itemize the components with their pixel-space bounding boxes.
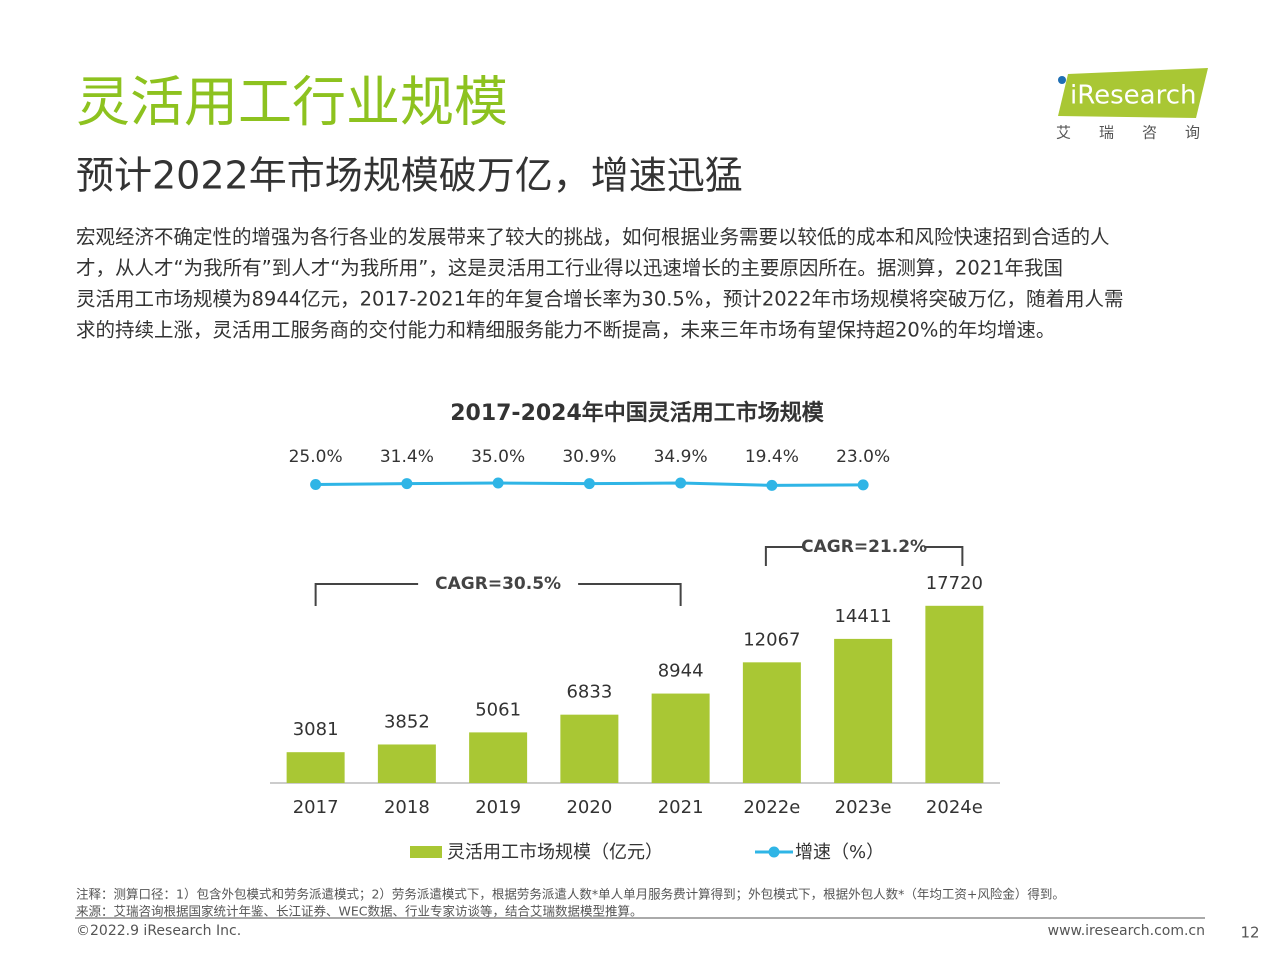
- growth-label: 19.4%: [745, 447, 799, 467]
- logo-badge: [1058, 68, 1208, 118]
- x-tick-label: 2024e: [926, 797, 983, 818]
- copyright: ©2022.9 iResearch Inc.: [76, 923, 241, 939]
- legend-swatch: [768, 846, 780, 858]
- note-line: 来源：艾瑞咨询根据国家统计年鉴、长江证券、WEC数据、行业专家访谈等，结合艾瑞数…: [76, 904, 643, 919]
- x-tick-label: 2018: [384, 797, 430, 818]
- bar: [560, 714, 619, 783]
- chart-title: 2017-2024年中国灵活用工市场规模: [450, 400, 825, 426]
- bar: [834, 638, 893, 783]
- note-line: 注释：测算口径：1）包含外包模式和劳务派遣模式；2）劳务派遣模式下，根据劳务派遣…: [76, 887, 1065, 902]
- bar-label: 14411: [834, 606, 891, 627]
- cagr-label: CAGR=30.5%: [435, 574, 561, 594]
- growth-point: [675, 477, 687, 489]
- slide-subtitle: 预计2022年市场规模破万亿，增速迅猛: [76, 154, 743, 198]
- cagr-bracket: [764, 546, 964, 566]
- growth-point: [583, 478, 595, 490]
- growth-label: 25.0%: [289, 447, 343, 467]
- x-tick-label: 2021: [658, 797, 704, 818]
- body-line: 宏观经济不确定性的增强为各行各业的发展带来了较大的挑战，如何根据业务需要以较低的…: [76, 226, 1110, 249]
- legend-label: 增速（%）: [795, 842, 884, 863]
- body-line: 才，从人才“为我所有”到人才“为我所用”，这是灵活用工行业得以迅速增长的主要原因…: [76, 257, 1063, 280]
- growth-label: 30.9%: [562, 447, 616, 467]
- x-tick-label: 2023e: [835, 797, 892, 818]
- bar: [286, 752, 345, 783]
- bar-label: 6833: [566, 682, 612, 703]
- bar-label: 12067: [743, 629, 800, 650]
- x-tick-label: 2019: [475, 797, 521, 818]
- growth-label: 34.9%: [654, 447, 708, 467]
- x-tick-label: 2020: [566, 797, 612, 818]
- growth-point: [492, 477, 504, 489]
- growth-point: [766, 479, 778, 491]
- bar: [651, 693, 710, 783]
- bar: [377, 744, 436, 783]
- bar-label: 3852: [384, 711, 430, 732]
- bar: [742, 662, 801, 783]
- growth-point: [310, 479, 322, 491]
- page-number: 12: [1240, 924, 1259, 942]
- body-line: 灵活用工市场规模为8944亿元，2017-2021年的年复合增长率为30.5%，…: [76, 288, 1124, 311]
- cagr-bracket: [314, 583, 682, 606]
- slide-title: 灵活用工行业规模: [76, 71, 508, 134]
- growth-label: 23.0%: [836, 447, 890, 467]
- growth-label: 31.4%: [380, 447, 434, 467]
- bar-label: 3081: [293, 719, 339, 740]
- cagr-label: CAGR=21.2%: [801, 537, 927, 557]
- x-tick-label: 2022e: [743, 797, 800, 818]
- logo-dot: [1058, 76, 1066, 84]
- legend-label: 灵活用工市场规模（亿元）: [447, 842, 663, 863]
- bar-label: 8944: [658, 661, 704, 682]
- body-line: 求的持续上涨，灵活用工服务商的交付能力和精细服务能力不断提高，未来三年市场有望保…: [76, 319, 1055, 342]
- bar: [925, 605, 984, 783]
- bar-label: 17720: [926, 573, 983, 594]
- logo-text: iResearch: [1070, 81, 1196, 111]
- bar-label: 5061: [475, 699, 521, 720]
- logo-cn: 艾瑞咨询: [1056, 124, 1228, 142]
- growth-label: 35.0%: [471, 447, 525, 467]
- site: www.iresearch.com.cn: [1048, 923, 1205, 939]
- x-tick-label: 2017: [293, 797, 339, 818]
- growth-point: [401, 478, 413, 490]
- bar: [469, 732, 528, 783]
- growth-point: [857, 479, 869, 491]
- legend-swatch: [410, 846, 442, 858]
